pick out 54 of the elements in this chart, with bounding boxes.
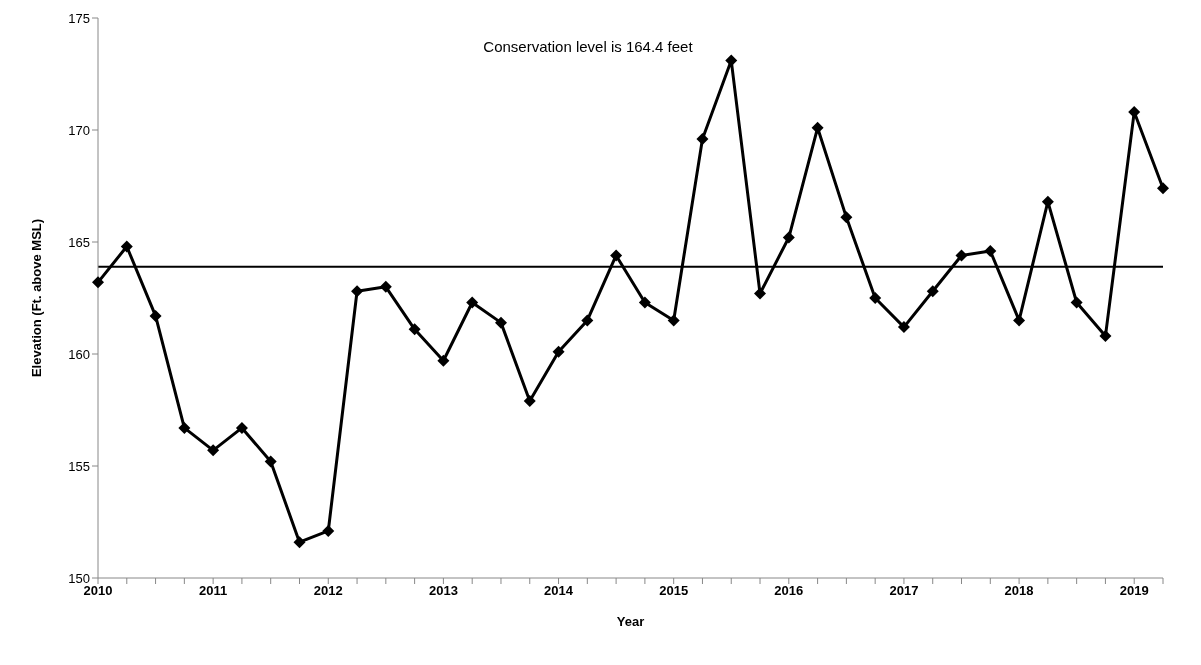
y-tick-label: 160	[68, 346, 90, 362]
point	[1013, 314, 1026, 327]
point	[984, 244, 997, 257]
point	[351, 285, 364, 298]
point	[869, 292, 882, 304]
point	[264, 455, 277, 468]
y-tick-label: 150	[68, 570, 90, 586]
x-tick-label: 2014	[544, 583, 574, 599]
point	[955, 249, 968, 262]
y-tick-label: 155	[68, 458, 90, 474]
point	[235, 421, 248, 434]
point	[178, 421, 191, 434]
point	[1099, 330, 1112, 343]
point	[897, 321, 910, 334]
point	[293, 536, 306, 549]
point	[811, 121, 824, 134]
point	[1157, 182, 1169, 195]
point	[754, 287, 767, 300]
x-tick-label: 2016	[774, 583, 804, 599]
point	[437, 354, 450, 367]
point	[466, 296, 479, 309]
point	[581, 314, 594, 327]
point	[840, 211, 853, 224]
y-axis-title: Elevation (Ft. above MSL)	[28, 218, 44, 378]
x-tick-label: 2011	[199, 583, 228, 599]
point	[120, 240, 133, 253]
point	[92, 276, 104, 289]
point	[667, 314, 680, 327]
annotation: Conservation level is 164.4 feet	[482, 38, 694, 55]
y-tick-label: 175	[68, 10, 90, 26]
point	[494, 316, 507, 329]
point	[782, 231, 795, 244]
point	[638, 296, 651, 309]
point	[379, 280, 392, 293]
x-tick-label: 2012	[313, 583, 343, 599]
x-tick-label: 2018	[1004, 583, 1034, 599]
y-tick-label: 170	[68, 122, 90, 138]
point	[523, 395, 536, 408]
point	[1070, 296, 1083, 309]
y-tick-label: 165	[68, 234, 90, 250]
x-tick-label: 2015	[659, 583, 689, 599]
point	[552, 345, 565, 358]
point	[207, 444, 220, 457]
point	[408, 323, 421, 336]
x-tick-label: 2019	[1119, 583, 1149, 599]
point	[610, 249, 623, 262]
point	[696, 132, 709, 145]
point	[926, 285, 939, 298]
x-tick-label: 2010	[83, 583, 113, 599]
point	[149, 309, 162, 322]
x-tick-label: 2017	[889, 583, 919, 599]
x-tick-label: 2013	[428, 583, 458, 599]
point	[322, 524, 335, 537]
x-axis-title: Year	[616, 614, 645, 629]
